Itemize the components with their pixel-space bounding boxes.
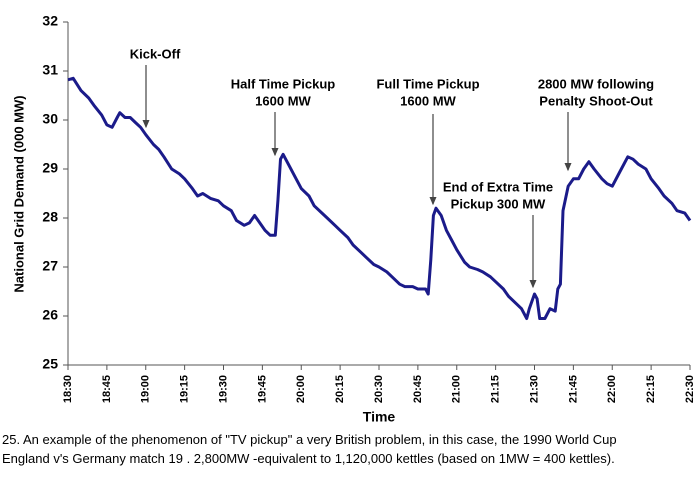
x-tick-label: 18:45 — [101, 375, 113, 403]
annotation: Penalty Shoot-Out — [539, 93, 653, 108]
x-tick-label: 19:45 — [256, 375, 268, 403]
x-tick-label: 21:45 — [567, 375, 579, 403]
y-tick-label: 28 — [42, 209, 58, 225]
annotation: Pickup 300 MW — [451, 196, 546, 211]
x-tick-label: 20:15 — [334, 375, 346, 403]
x-tick-label: 21:00 — [451, 375, 463, 403]
x-tick-label: 18:30 — [62, 375, 74, 403]
y-tick-label: 31 — [42, 62, 58, 78]
annotation: Half Time Pickup — [231, 76, 336, 91]
annotation: End of Extra Time — [443, 179, 553, 194]
annotation: Kick-Off — [130, 46, 181, 61]
x-tick-label: 21:30 — [528, 375, 540, 403]
x-tick-label: 22:15 — [645, 375, 657, 403]
y-tick-label: 29 — [42, 160, 58, 176]
annotation: Full Time Pickup — [376, 76, 479, 91]
x-tick-label: 21:15 — [490, 375, 502, 403]
x-tick-label: 19:30 — [217, 375, 229, 403]
data-line — [67, 76, 692, 320]
annotation: 2800 MW following — [538, 76, 654, 91]
y-tick-label: 25 — [42, 356, 58, 372]
x-axis-label: Time — [363, 409, 396, 425]
x-tick-label: 22:30 — [684, 375, 696, 403]
caption-line: 25. An example of the phenomenon of "TV … — [2, 432, 617, 447]
annotation: 1600 MW — [400, 93, 456, 108]
y-tick-label: 32 — [42, 13, 58, 29]
x-tick-label: 20:30 — [373, 375, 385, 403]
annotation: 1600 MW — [255, 93, 311, 108]
y-tick-label: 26 — [42, 307, 58, 323]
x-tick-label: 20:45 — [412, 375, 424, 403]
caption-line: England v's Germany match 19 . 2,800MW -… — [2, 451, 615, 466]
y-axis-label: National Grid Demand (000 MW) — [11, 95, 26, 292]
x-tick-label: 19:15 — [179, 375, 191, 403]
y-tick-label: 30 — [42, 111, 58, 127]
x-tick-label: 22:00 — [606, 375, 618, 403]
x-tick-label: 19:00 — [140, 375, 152, 403]
y-tick-label: 27 — [42, 258, 58, 274]
x-tick-label: 20:00 — [295, 375, 307, 403]
chart: National Grid Demand (000 MW) Time 25 26 2… — [11, 13, 696, 425]
